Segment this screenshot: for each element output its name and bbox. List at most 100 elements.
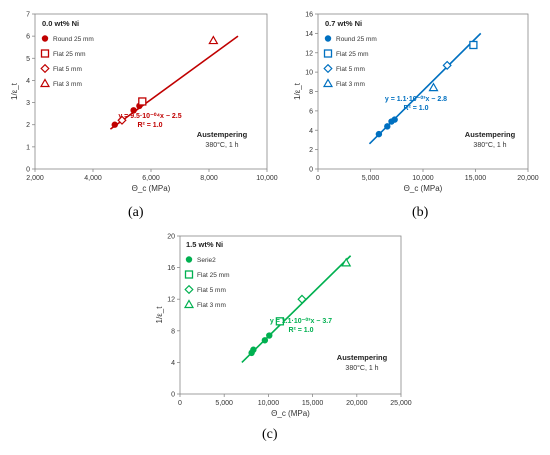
- legend-marker: [323, 49, 333, 58]
- x-tick-label: 0: [316, 175, 320, 182]
- condition-title: Austempering: [465, 130, 516, 139]
- x-tick-label: 10,000: [256, 175, 278, 182]
- x-tick-label: 15,000: [465, 175, 487, 182]
- x-tick-label: 6,000: [142, 175, 160, 182]
- legend-marker: [40, 49, 50, 58]
- x-axis-label: Θ_c (MPa): [132, 184, 171, 193]
- y-tick-label: 6: [309, 108, 313, 115]
- data-point: [266, 332, 273, 339]
- condition-title: Austempering: [337, 353, 388, 362]
- x-axis-label: Θ_c (MPa): [271, 409, 310, 418]
- data-point: [469, 40, 478, 50]
- legend-marker: [185, 256, 193, 263]
- y-axis-label: 1/ε_t: [293, 82, 302, 100]
- y-tick-label: 1: [26, 144, 30, 151]
- legend-item: Flat 3 mm: [53, 81, 82, 88]
- legend-item: Flat 5 mm: [197, 287, 226, 294]
- x-tick-label: 4,000: [84, 175, 102, 182]
- y-tick-label: 16: [305, 12, 313, 19]
- y-tick-label: 4: [26, 78, 30, 85]
- legend-marker: [323, 63, 333, 74]
- legend-title: 0.0 wt% Ni: [42, 19, 79, 28]
- legend-marker: [322, 78, 334, 88]
- data-point: [138, 97, 147, 106]
- x-tick-label: 20,000: [346, 400, 368, 407]
- plot-frame: [179, 235, 402, 395]
- data-point: [275, 317, 285, 326]
- legend-marker: [40, 63, 50, 74]
- y-tick-label: 10: [305, 70, 313, 77]
- x-tick-label: 0: [178, 400, 182, 407]
- chart-panel-0: 2,000 4,000 6,000 8,000 10,000 0 1 2 3 4 5 6 7 Θ_c (M…: [10, 12, 278, 194]
- y-tick-label: 4: [309, 128, 313, 135]
- y-tick-label: 12: [305, 50, 313, 57]
- y-tick-label: 8: [309, 89, 313, 96]
- y-tick-label: 20: [167, 234, 175, 241]
- data-point: [297, 294, 307, 304]
- x-tick-label: 10,000: [258, 400, 280, 407]
- data-point: [250, 346, 257, 353]
- y-tick-label: 8: [171, 328, 175, 335]
- data-point: [341, 257, 352, 267]
- fit-r-squared: R² = 1.0: [137, 122, 162, 129]
- x-tick-label: 2,000: [26, 175, 44, 182]
- legend-marker: [183, 299, 195, 309]
- fit-equation: y = 1.1·10⁻⁰³x − 2.8: [385, 95, 447, 103]
- x-tick-label: 5,000: [362, 175, 380, 182]
- legend-title: 1.5 wt% Ni: [186, 240, 223, 249]
- fit-r-squared: R² = 1.0: [403, 105, 428, 112]
- legend-item: Flat 3 mm: [336, 81, 365, 88]
- panel-label-b: (b): [412, 205, 429, 220]
- legend-item: Serie2: [197, 257, 216, 264]
- x-tick-label: 5,000: [215, 400, 233, 407]
- data-point: [442, 60, 452, 70]
- legend-item: Flat 25 mm: [197, 272, 230, 279]
- y-tick-label: 2: [26, 122, 30, 129]
- chart-panel-1: 0 5,000 10,000 15,000 20,000 0 2 4 6 8 10 12 14 16 Θ_c…: [293, 12, 539, 194]
- chart-panel-2: 0 5,000 10,000 15,000 20,000 25,000 0 4 8 12 16 20 Θ…: [155, 234, 412, 419]
- data-point: [391, 116, 398, 123]
- panel-label-c: (c): [262, 427, 278, 442]
- fit-r-squared: R² = 1.0: [288, 327, 313, 334]
- x-tick-label: 10,000: [412, 175, 434, 182]
- legend-item: Round 25 mm: [53, 36, 94, 43]
- condition-subtitle: 380°C, 1 h: [345, 364, 378, 372]
- data-point: [428, 82, 439, 92]
- data-point: [384, 123, 391, 130]
- data-point: [130, 107, 137, 114]
- data-point: [375, 130, 383, 138]
- condition-subtitle: 380°C, 1 h: [473, 141, 506, 149]
- y-tick-label: 0: [26, 167, 30, 174]
- legend-item: Flat 3 mm: [197, 302, 226, 309]
- y-tick-label: 2: [309, 147, 313, 154]
- y-tick-label: 3: [26, 100, 30, 107]
- y-axis-label: 1/ε_t: [10, 82, 19, 100]
- y-tick-label: 14: [305, 31, 313, 38]
- legend-marker: [184, 270, 194, 279]
- y-tick-label: 7: [26, 12, 30, 19]
- y-tick-label: 16: [167, 265, 175, 272]
- y-axis-label: 1/ε_t: [155, 306, 164, 324]
- y-tick-label: 0: [171, 392, 175, 399]
- legend-marker: [324, 35, 332, 42]
- legend-marker: [184, 284, 194, 295]
- x-tick-label: 8,000: [200, 175, 218, 182]
- trend-line: [109, 35, 239, 130]
- x-axis-label: Θ_c (MPa): [404, 184, 443, 193]
- y-tick-label: 0: [309, 167, 313, 174]
- legend-item: Flat 25 mm: [336, 51, 369, 58]
- data-point: [208, 35, 219, 45]
- legend-title: 0.7 wt% Ni: [325, 19, 362, 28]
- data-point: [111, 121, 118, 128]
- fit-equation: y = 1.1·10⁻⁰³x − 3.7: [270, 317, 332, 325]
- y-tick-label: 4: [171, 360, 175, 367]
- legend-item: Flat 5 mm: [336, 66, 365, 73]
- legend-item: Round 25 mm: [336, 36, 377, 43]
- legend-item: Flat 25 mm: [53, 51, 86, 58]
- fit-equation: y = 9.5·10⁻⁰⁴x − 2.5: [118, 112, 181, 120]
- x-tick-label: 15,000: [302, 400, 324, 407]
- legend-marker: [41, 35, 49, 42]
- y-tick-label: 5: [26, 56, 30, 63]
- panel-label-a: (a): [128, 205, 144, 220]
